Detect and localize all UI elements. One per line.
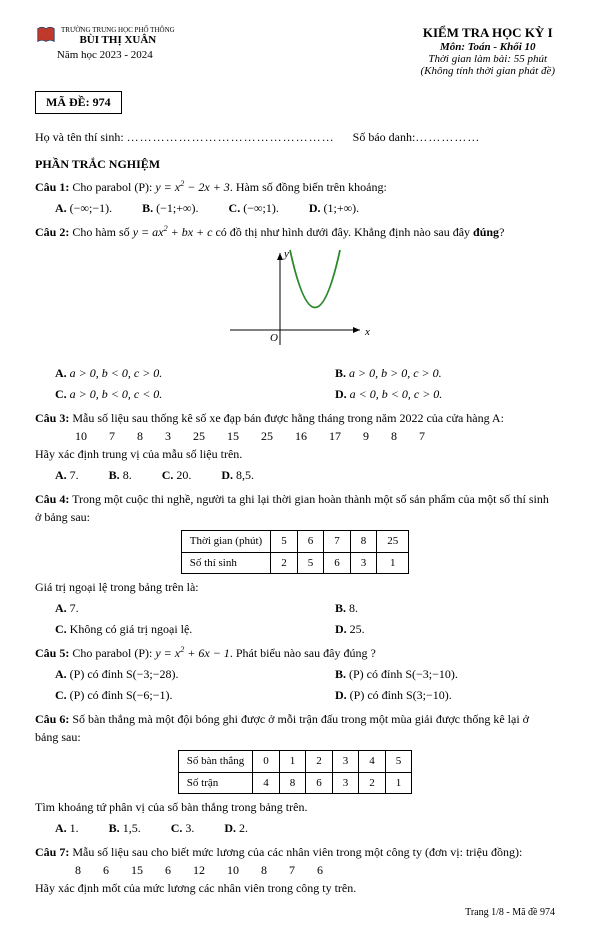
- page-footer: Trang 1/8 - Mã đề 974: [35, 907, 555, 918]
- school-logo: TRƯỜNG TRUNG HỌC PHỔ THÔNG BÙI THỊ XUÂN: [35, 25, 175, 47]
- q5-C: C. (P) có đỉnh S(−6;−1).: [55, 686, 275, 704]
- q4-C: C. Không có giá trị ngoại lệ.: [55, 620, 275, 638]
- q5-D: D. (P) có đỉnh S(3;−10).: [335, 686, 555, 704]
- q1-B: B. (−1;+∞).: [142, 199, 198, 217]
- q3-text2: Hãy xác định trung vị của mẫu số liệu tr…: [35, 445, 555, 463]
- question-5: Câu 5: Cho parabol (P): y = x2 + 6x − 1.…: [35, 644, 555, 704]
- q4-label: Câu 4:: [35, 492, 69, 506]
- q6-label: Câu 6:: [35, 712, 69, 726]
- exam-block: KIỂM TRA HỌC KỲ I Môn: Toán - Khối 10 Th…: [420, 25, 555, 77]
- q5-text-a: Cho parabol (P):: [69, 646, 155, 660]
- q1-text-b: . Hàm số đồng biến trên khoảng:: [230, 180, 387, 194]
- page-header: TRƯỜNG TRUNG HỌC PHỔ THÔNG BÙI THỊ XUÂN …: [35, 25, 555, 77]
- q5-A: A. (P) có đỉnh S(−3;−28).: [55, 665, 275, 683]
- sbd-label: Số báo danh:: [353, 130, 416, 144]
- q4-text2: Giá trị ngoại lệ trong bảng trên là:: [35, 578, 555, 596]
- exam-time: Thời gian làm bài: 55 phút: [420, 53, 555, 65]
- svg-text:y: y: [283, 248, 289, 260]
- q4-B: B. 8.: [335, 599, 555, 617]
- q2-B: B. a > 0, b > 0, c > 0.: [335, 364, 555, 382]
- q6-text2: Tìm khoảng tứ phân vị của số bàn thắng t…: [35, 798, 555, 816]
- q6-text: Số bàn thắng mà một đội bóng ghi được ở …: [35, 712, 529, 744]
- q5-text-b: . Phát biểu nào sau đây đúng ?: [230, 646, 376, 660]
- q3-text: Mẫu số liệu sau thống kê số xe đạp bán đ…: [69, 411, 504, 425]
- section-title: PHẦN TRẮC NGHIỆM: [35, 157, 555, 172]
- school-text: TRƯỜNG TRUNG HỌC PHỔ THÔNG BÙI THỊ XUÂN: [61, 26, 175, 46]
- q2-graph: x y O: [35, 245, 555, 360]
- q6-table: Số bàn thắng012345Số trận486321: [178, 750, 412, 794]
- school-sub: TRƯỜNG TRUNG HỌC PHỔ THÔNG: [61, 26, 175, 34]
- q4-D: D. 25.: [335, 620, 555, 638]
- svg-text:O: O: [270, 332, 278, 344]
- q6-C: C. 3.: [171, 819, 195, 837]
- exam-title: KIỂM TRA HỌC KỲ I: [420, 25, 555, 41]
- school-name: BÙI THỊ XUÂN: [61, 34, 175, 46]
- book-icon: [35, 25, 57, 47]
- question-6: Câu 6: Số bàn thắng mà một đội bóng ghi …: [35, 710, 555, 837]
- q1-label: Câu 1:: [35, 180, 69, 194]
- q1-A: A. (−∞;−1).: [55, 199, 112, 217]
- q7-text2: Hãy xác định mốt của mức lương các nhân …: [35, 879, 555, 897]
- q7-text: Mẫu số liệu sau cho biết mức lương của c…: [69, 845, 522, 859]
- exam-code: MÃ ĐỀ: 974: [35, 91, 122, 114]
- q4-A: A. 7.: [55, 599, 275, 617]
- school-block: TRƯỜNG TRUNG HỌC PHỔ THÔNG BÙI THỊ XUÂN …: [35, 25, 175, 61]
- q2-A: A. a > 0, b < 0, c > 0.: [55, 364, 275, 382]
- q3-A: A. 7.: [55, 466, 79, 484]
- q6-B: B. 1,5.: [109, 819, 141, 837]
- q6-A: A. 1.: [55, 819, 79, 837]
- q2-choices: A. a > 0, b < 0, c > 0. B. a > 0, b > 0,…: [55, 364, 555, 403]
- student-info: Họ và tên thí sinh: ………………………………………… Số …: [35, 130, 555, 145]
- q3-numbers: 107832515251617987: [75, 427, 555, 445]
- question-3: Câu 3: Mẫu số liệu sau thống kê số xe đạ…: [35, 409, 555, 484]
- q1-D: D. (1;+∞).: [309, 199, 359, 217]
- q4-table: Thời gian (phút)567825Số thí sinh25631: [181, 530, 409, 574]
- q4-text: Trong một cuộc thi nghề, người ta ghi lạ…: [35, 492, 549, 524]
- q5-choices: A. (P) có đỉnh S(−3;−28). B. (P) có đỉnh…: [55, 665, 555, 704]
- sbd-dots: ……………: [415, 130, 480, 144]
- q3-C: C. 20.: [162, 466, 192, 484]
- q5-formula: y = x2 + 6x − 1: [155, 646, 229, 660]
- q2-C: C. a > 0, b < 0, c < 0.: [55, 385, 275, 403]
- q7-label: Câu 7:: [35, 845, 69, 859]
- q1-formula: y = x2 − 2x + 3: [155, 180, 229, 194]
- q2-text-a: Cho hàm số: [69, 225, 132, 239]
- q1-C: C. (−∞;1).: [229, 199, 279, 217]
- q5-B: B. (P) có đỉnh S(−3;−10).: [335, 665, 555, 683]
- question-7: Câu 7: Mẫu số liệu sau cho biết mức lươn…: [35, 843, 555, 897]
- q2-text-b: có đồ thị như hình dưới đây. Khẳng định …: [212, 225, 473, 239]
- name-dots: …………………………………………: [127, 130, 335, 144]
- q3-label: Câu 3:: [35, 411, 69, 425]
- q2-formula: y = ax2 + bx + c: [133, 225, 213, 239]
- q3-B: B. 8.: [109, 466, 132, 484]
- q1-choices: A. (−∞;−1). B. (−1;+∞). C. (−∞;1). D. (1…: [55, 199, 555, 217]
- question-2: Câu 2: Cho hàm số y = ax2 + bx + c có đồ…: [35, 223, 555, 403]
- q5-label: Câu 5:: [35, 646, 69, 660]
- q4-choices: A. 7. B. 8. C. Không có giá trị ngoại lệ…: [55, 599, 555, 638]
- q3-D: D. 8,5.: [221, 466, 254, 484]
- q6-D: D. 2.: [224, 819, 248, 837]
- q7-numbers: 861561210876: [75, 861, 555, 879]
- exam-note: (Không tính thời gian phát đề): [420, 65, 555, 77]
- q6-choices: A. 1. B. 1,5. C. 3. D. 2.: [55, 819, 555, 837]
- q1-text-a: Cho parabol (P):: [69, 180, 155, 194]
- svg-text:x: x: [364, 326, 370, 338]
- q2-label: Câu 2:: [35, 225, 69, 239]
- q2-text-c: ?: [499, 225, 504, 239]
- school-year: Năm học 2023 - 2024: [35, 49, 175, 61]
- q2-D: D. a < 0, b < 0, c > 0.: [335, 385, 555, 403]
- q2-bold: đúng: [473, 225, 499, 239]
- exam-subject: Môn: Toán - Khối 10: [420, 41, 555, 53]
- name-label: Họ và tên thí sinh:: [35, 130, 127, 144]
- q3-choices: A. 7. B. 8. C. 20. D. 8,5.: [55, 466, 555, 484]
- question-1: Câu 1: Cho parabol (P): y = x2 − 2x + 3.…: [35, 178, 555, 217]
- question-4: Câu 4: Trong một cuộc thi nghề, người ta…: [35, 490, 555, 638]
